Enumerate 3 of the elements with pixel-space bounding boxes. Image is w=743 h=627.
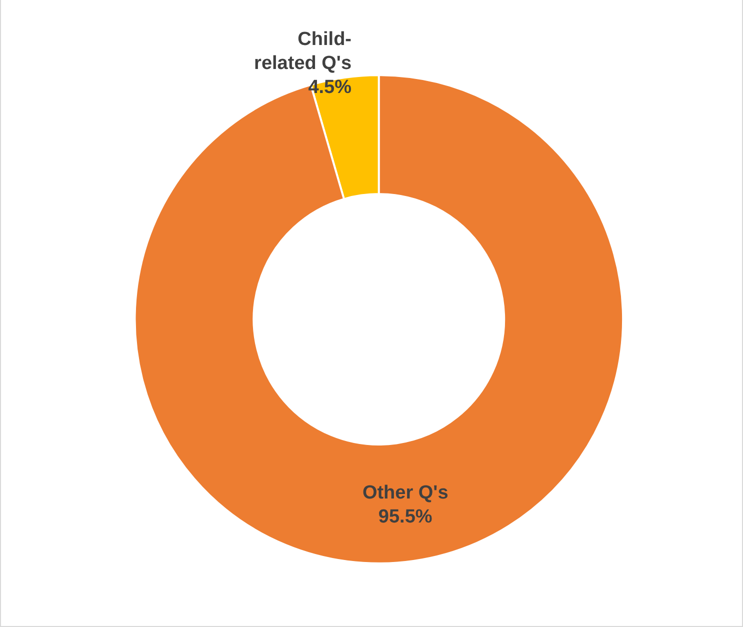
slice-label: Other Q's [362,482,448,504]
data-label: 95.5% [378,506,432,528]
slice-label: Child-related Q's [254,29,352,74]
